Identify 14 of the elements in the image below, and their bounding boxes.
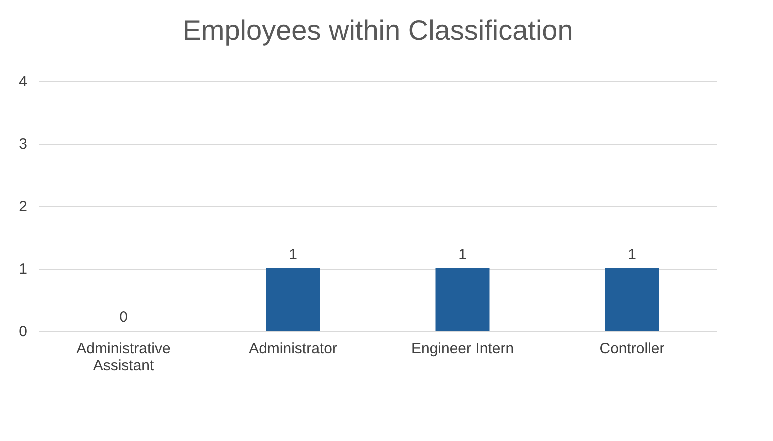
x-tick-label: Engineer Intern	[411, 340, 514, 358]
y-tick-label: 3	[19, 136, 28, 153]
y-tick-label: 0	[19, 324, 28, 340]
x-tick-label: Administrative Assistant	[76, 340, 171, 374]
y-tick-label: 2	[19, 198, 28, 216]
data-label: 0	[120, 309, 128, 326]
x-tick-label: Controller	[600, 340, 665, 358]
y-tick-label: 4	[19, 74, 28, 90]
x-tick-label: Administrator	[249, 340, 338, 358]
chart-title: Employees within Classification	[182, 15, 574, 46]
data-label: 1	[289, 246, 298, 264]
data-label: 1	[458, 246, 467, 264]
data-label: 1	[628, 246, 636, 264]
y-tick-label: 1	[19, 261, 28, 278]
